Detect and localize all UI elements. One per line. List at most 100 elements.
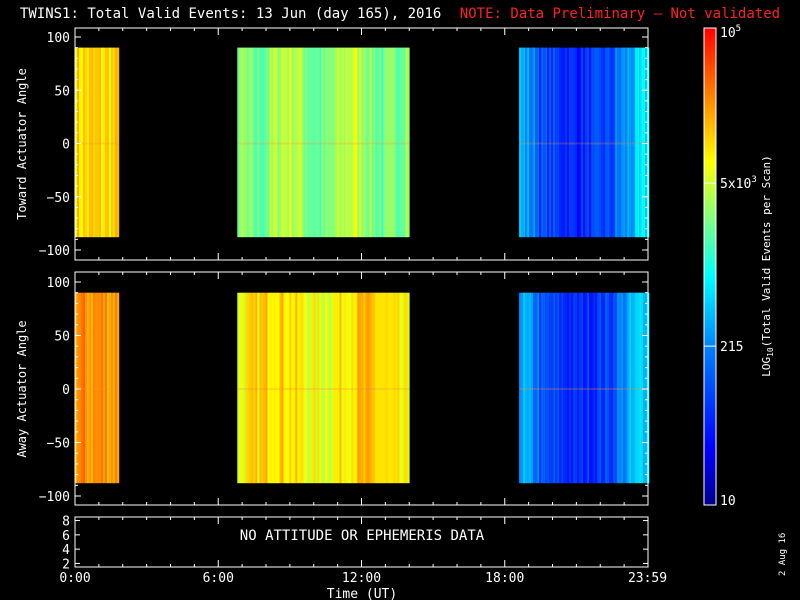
heatmap-column (105, 47, 108, 238)
heatmap-column (609, 47, 612, 238)
heatmap-column (361, 292, 364, 484)
heatmap-column (363, 292, 366, 484)
heatmap-column (277, 292, 280, 484)
data-block (75, 47, 120, 238)
time-x-ticks: 0:00 6:00 12:00 18:00 23:59 (59, 28, 667, 586)
heatmap-column (339, 47, 342, 238)
heatmap-column (539, 47, 542, 238)
heatmap-column (383, 47, 386, 238)
heatmap-column (405, 47, 408, 238)
heatmap-column (607, 47, 610, 238)
heatmap-column (243, 292, 246, 484)
colorbar-tick-label: 10 (720, 494, 736, 509)
data-block (75, 292, 120, 484)
heatmap-column (613, 292, 616, 484)
heatmap-column (103, 47, 106, 238)
x-tick-label: 0:00 (59, 571, 90, 586)
heatmap-column (359, 292, 362, 484)
heatmap-column (281, 47, 284, 238)
heatmap-column (627, 292, 630, 484)
heatmap-column (525, 292, 528, 484)
heatmap-column (611, 47, 614, 238)
heatmap-column (401, 47, 404, 238)
heatmap-column (569, 47, 572, 238)
preliminary-note: NOTE: Data Preliminary – Not validated (459, 6, 781, 22)
heatmap-column (269, 292, 272, 484)
heatmap-column (629, 47, 632, 238)
heatmap-column (621, 292, 624, 484)
heatmap-column (395, 47, 398, 238)
away-y-ticks: 100 50 0 −50 −100 (39, 276, 648, 505)
heatmap-column (573, 292, 576, 484)
x-tick-label: 6:00 (203, 571, 234, 586)
heatmap-column (101, 292, 104, 484)
data-block (519, 47, 650, 238)
heatmap-column (617, 292, 620, 484)
heatmap-column (293, 47, 296, 238)
heatmap-column (385, 47, 388, 238)
heatmap-column (305, 292, 308, 484)
heatmap-column (355, 47, 358, 238)
heatmap-column (547, 47, 550, 238)
heatmap-column (583, 47, 586, 238)
heatmap-column (113, 47, 116, 238)
heatmap-column (549, 292, 552, 484)
heatmap-column (331, 47, 334, 238)
heatmap-column (107, 47, 110, 238)
heatmap-column (629, 292, 632, 484)
heatmap-column (91, 292, 94, 484)
heatmap-column (301, 47, 304, 238)
heatmap-column (619, 292, 622, 484)
heatmap-column (621, 47, 624, 238)
y-tick-label: 50 (54, 330, 70, 345)
heatmap-column (573, 47, 576, 238)
heatmap-column (269, 47, 272, 238)
heatmap-column (279, 47, 282, 238)
heatmap-column (407, 292, 410, 484)
center-stripe (75, 142, 118, 145)
heatmap-column (81, 47, 84, 238)
heatmap-column (105, 292, 108, 484)
heatmap-column (523, 292, 526, 484)
heatmap-column (259, 292, 262, 484)
heatmap-column (365, 292, 368, 484)
heatmap-column (339, 292, 342, 484)
heatmap-column (285, 47, 288, 238)
heatmap-column (597, 47, 600, 238)
heatmap-column (265, 47, 268, 238)
heatmap-column (597, 292, 600, 484)
heatmap-column (397, 47, 400, 238)
heatmap-column (625, 292, 628, 484)
heatmap-column (343, 47, 346, 238)
heatmap-column (407, 47, 410, 238)
heatmap-column (285, 292, 288, 484)
heatmap-column (563, 47, 566, 238)
heatmap-column (301, 292, 304, 484)
heatmap-column (387, 292, 390, 484)
heatmap-column (393, 47, 396, 238)
heatmap-column (603, 292, 606, 484)
x-tick-label: 12:00 (342, 571, 381, 586)
heatmap-column (567, 292, 570, 484)
heatmap-column (525, 47, 528, 238)
heatmap-column (523, 47, 526, 238)
heatmap-column (277, 47, 280, 238)
heatmap-column (599, 47, 602, 238)
heatmap-column (589, 47, 592, 238)
heatmap-column (99, 292, 102, 484)
heatmap-column (529, 292, 532, 484)
heatmap-column (391, 47, 394, 238)
heatmap-column (631, 292, 634, 484)
heatmap-column (351, 47, 354, 238)
heatmap-column (99, 47, 102, 238)
heatmap-column (401, 292, 404, 484)
heatmap-column (319, 47, 322, 238)
heatmap-column (81, 292, 84, 484)
heatmap-column (637, 47, 640, 238)
heatmap-column (611, 292, 614, 484)
heatmap-column (83, 47, 86, 238)
heatmap-column (331, 292, 334, 484)
heatmap-column (565, 292, 568, 484)
